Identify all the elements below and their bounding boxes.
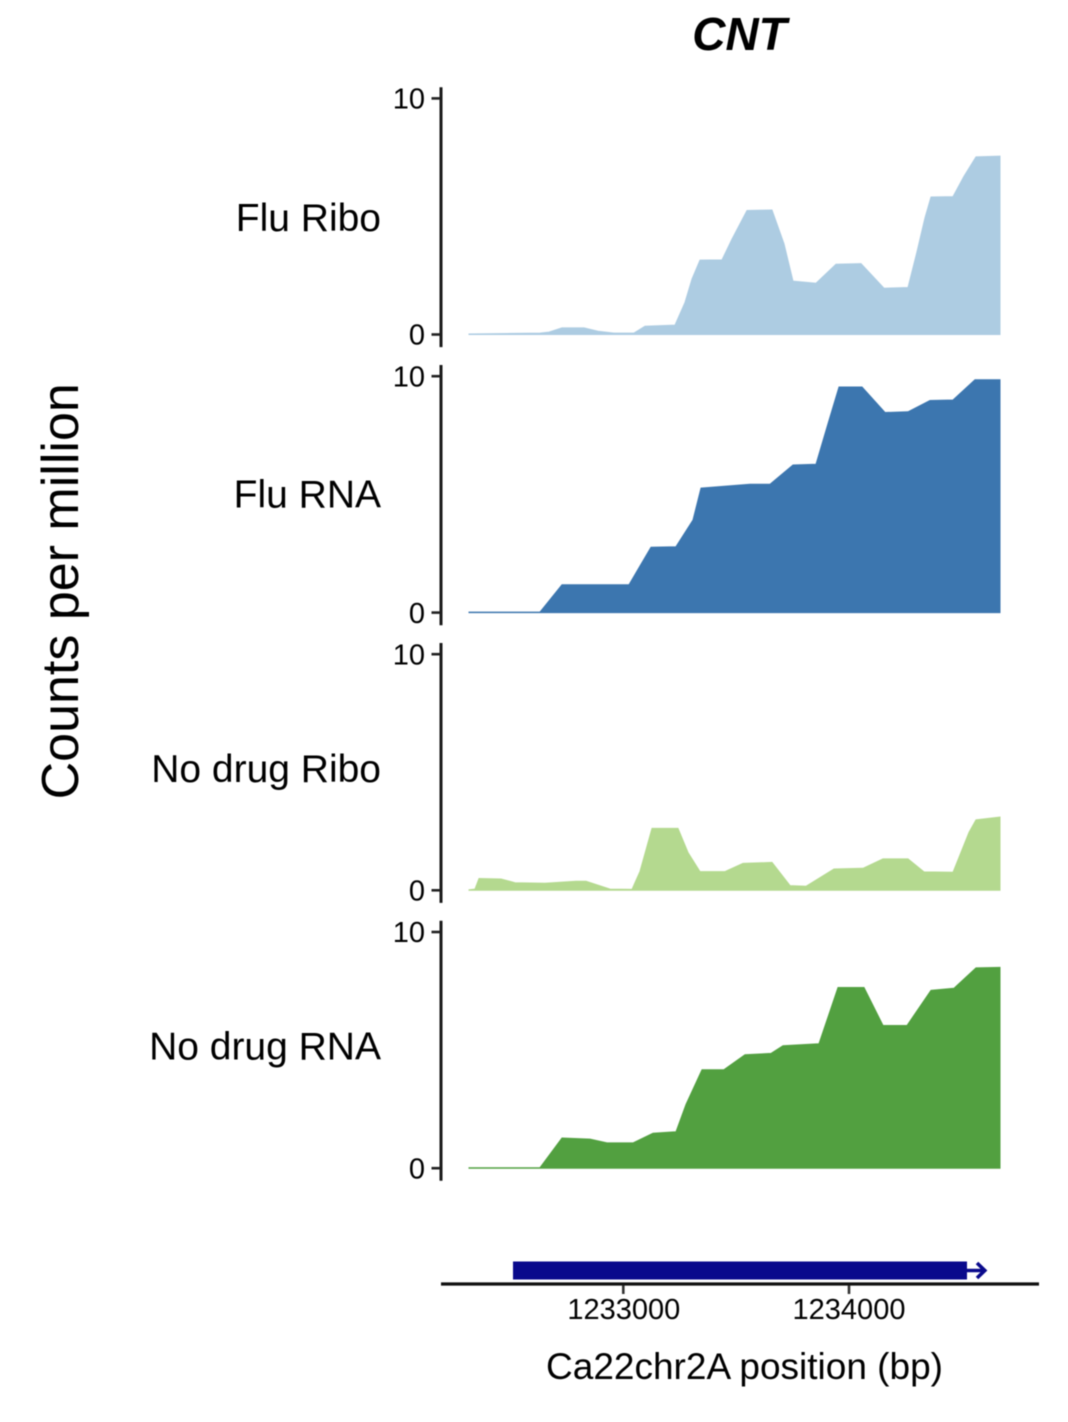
svg-text:Flu RNA: Flu RNA [234, 474, 381, 517]
svg-text:0: 0 [409, 1153, 425, 1185]
svg-text:1234000: 1234000 [793, 1294, 906, 1326]
svg-text:No drug Ribo: No drug Ribo [151, 748, 381, 791]
svg-text:0: 0 [409, 876, 425, 908]
svg-text:10: 10 [393, 84, 425, 116]
svg-text:0: 0 [409, 320, 425, 352]
svg-text:No drug RNA: No drug RNA [149, 1026, 381, 1069]
svg-text:1233000: 1233000 [567, 1294, 680, 1326]
svg-text:0: 0 [409, 598, 425, 630]
svg-text:10: 10 [393, 917, 425, 949]
svg-text:Counts per million: Counts per million [32, 383, 90, 799]
svg-text:10: 10 [393, 361, 425, 393]
svg-text:CNT: CNT [692, 8, 790, 60]
svg-text:Flu Ribo: Flu Ribo [236, 197, 381, 240]
svg-text:Ca22chr2A position (bp): Ca22chr2A position (bp) [546, 1346, 943, 1387]
svg-text:10: 10 [393, 639, 425, 671]
